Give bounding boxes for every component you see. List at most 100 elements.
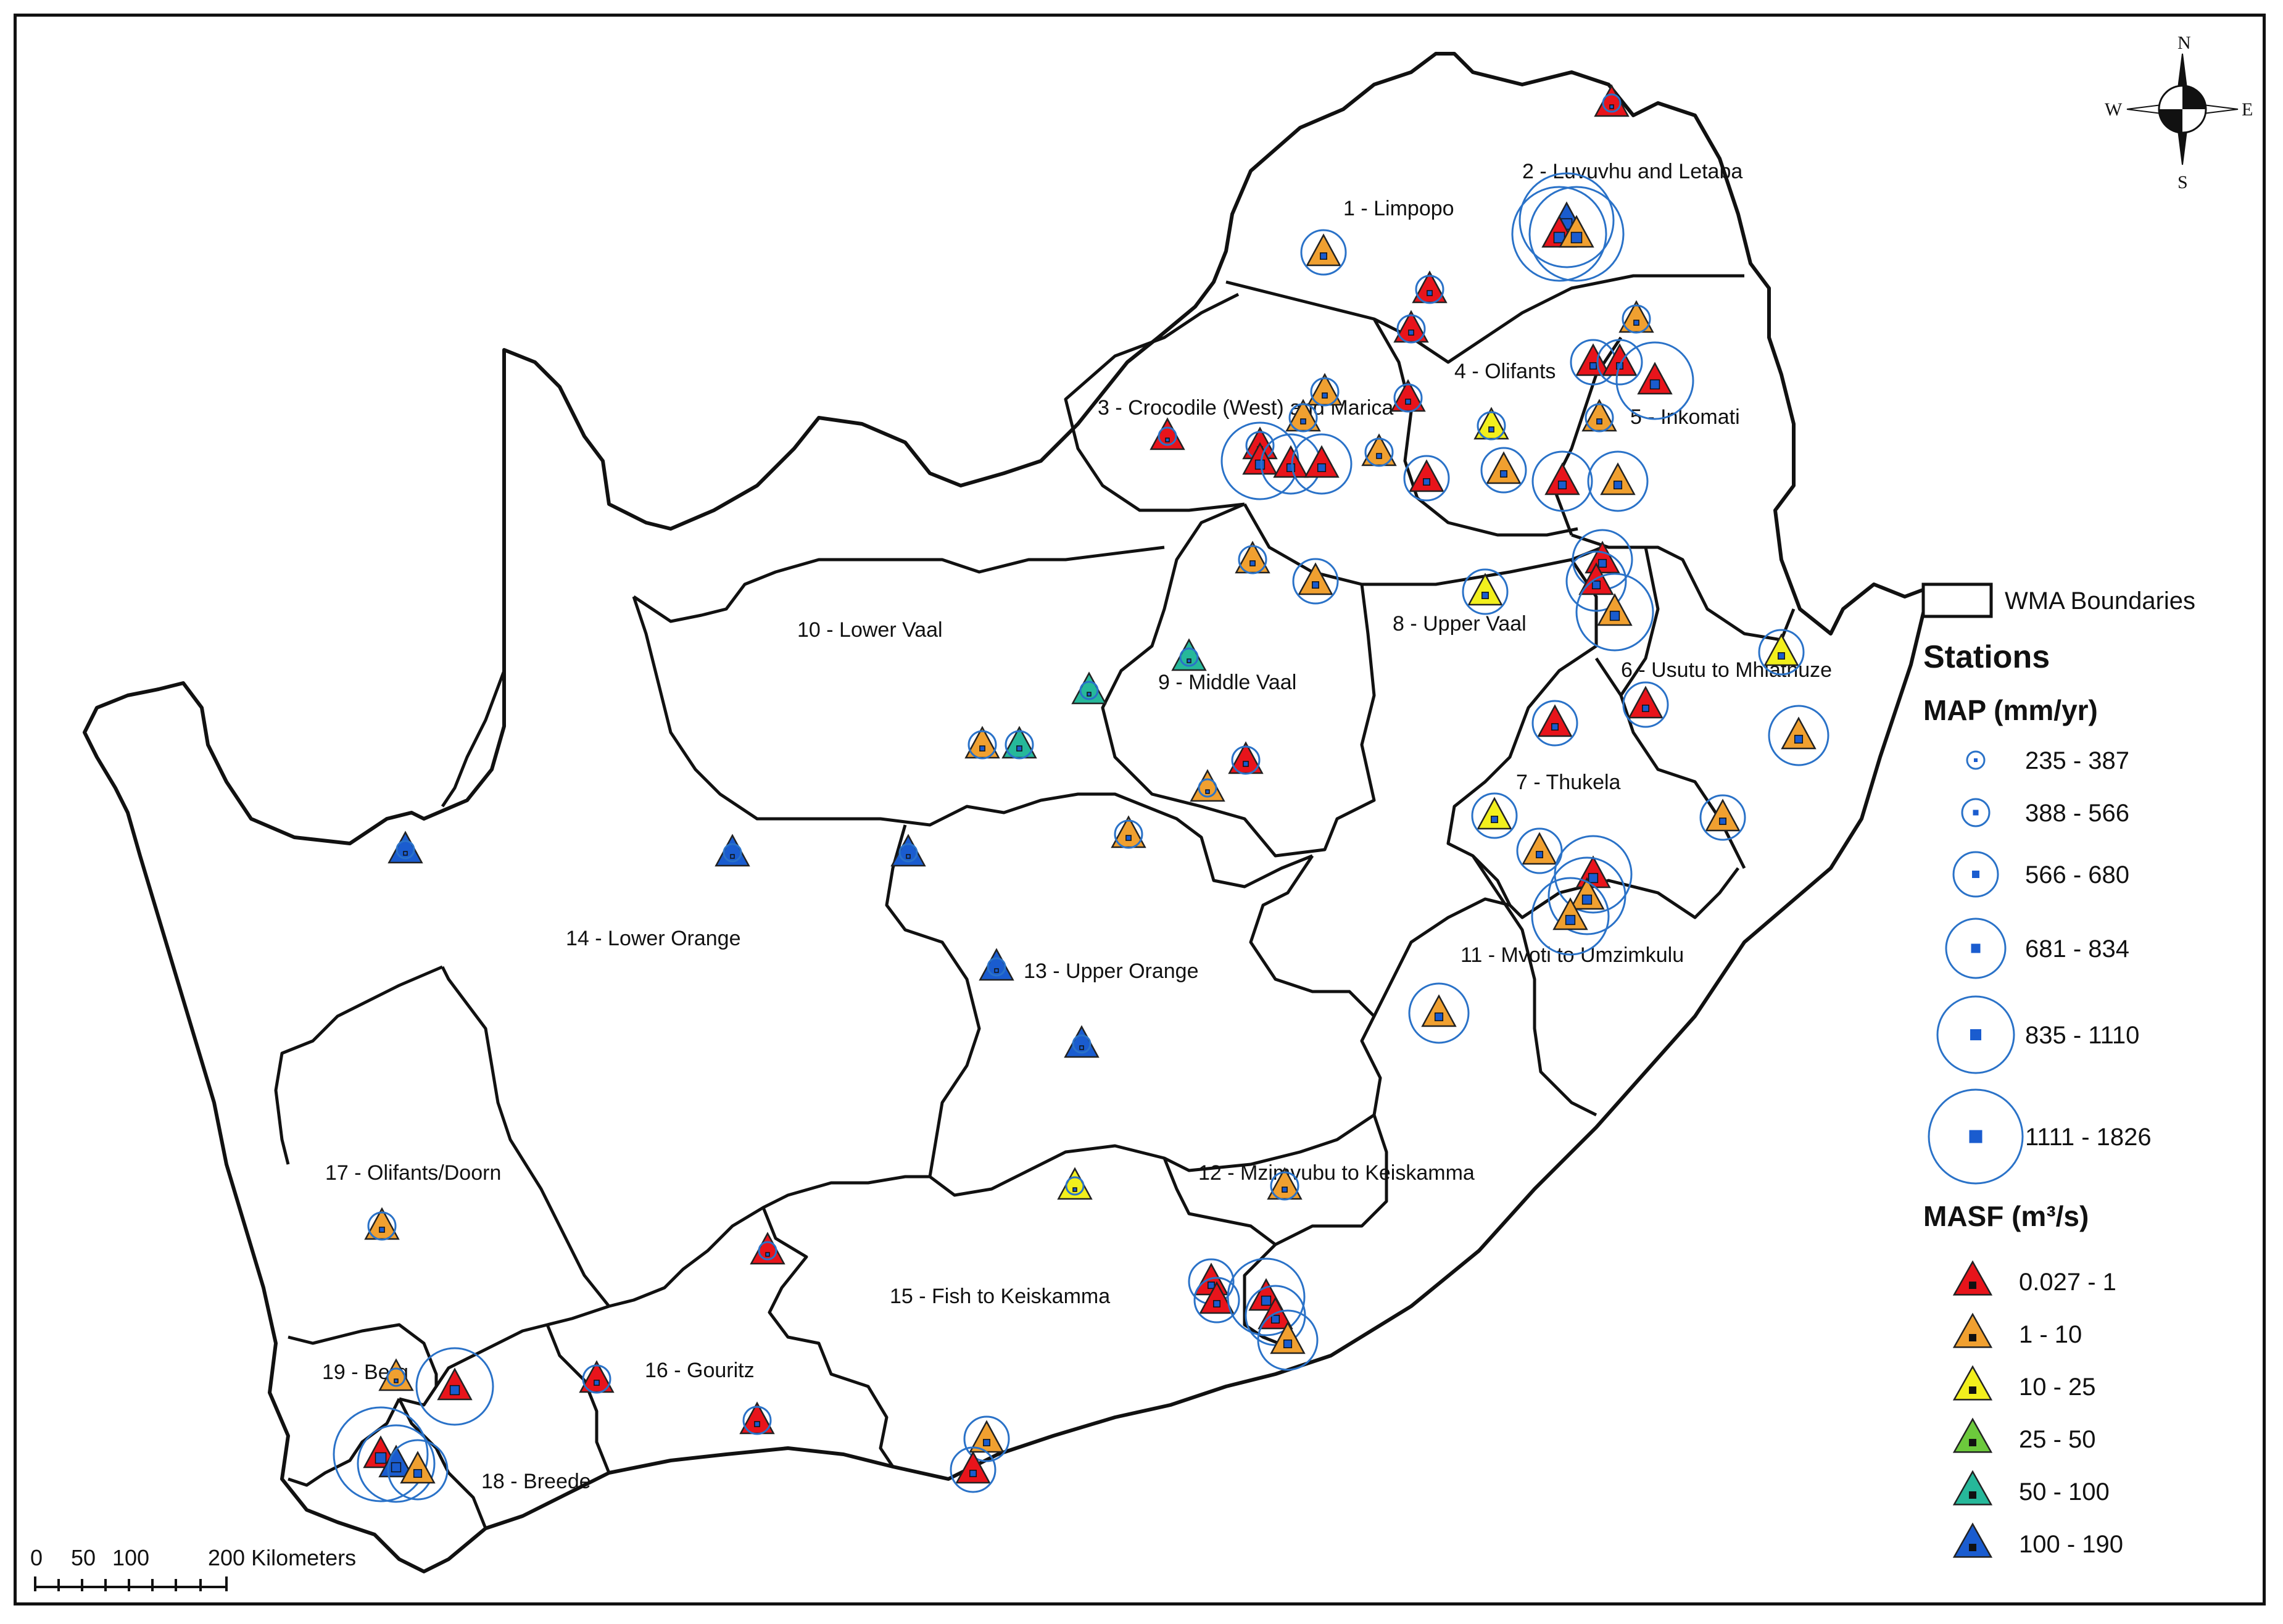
wma-label-9: 9 - Middle Vaal	[1158, 671, 1296, 694]
legend-masf-item: 1 - 10	[1952, 1312, 2082, 1348]
station-marker	[1292, 558, 1339, 605]
legend-map-item: 1111 - 1826	[1928, 1088, 2152, 1185]
legend-map-item: 235 - 387	[1966, 747, 2129, 774]
legend-map-item: 566 - 680	[1952, 851, 2129, 898]
wma-label-3: 3 - Crocodile (West) and Marica	[1098, 396, 1393, 420]
station-marker	[1531, 877, 1610, 956]
legend: WMA Boundaries Stations MAP (mm/yr) 235 …	[1921, 582, 2195, 1558]
station-marker	[1228, 741, 1264, 775]
station-marker	[1111, 815, 1146, 849]
scale-label-50: 50	[71, 1545, 96, 1570]
station-marker	[979, 948, 1014, 981]
station-marker	[715, 834, 750, 867]
legend-masf-label: 100 - 190	[2019, 1531, 2123, 1558]
station-marker	[1581, 399, 1617, 433]
station-marker	[333, 1406, 429, 1502]
scale-label-200: 200 Kilometers	[208, 1545, 356, 1570]
compass-rose: N S E W	[2105, 33, 2253, 193]
station-marker	[1408, 982, 1470, 1044]
station-marker	[964, 726, 1000, 760]
map-canvas: 1 - Limpopo 2 - Luvuvhu and Letaba 3 - C…	[30, 33, 2253, 1591]
legend-masf-item: 25 - 50	[1952, 1417, 2096, 1453]
legend-masf-label: 0.027 - 1	[2019, 1269, 2116, 1296]
station-marker	[1462, 568, 1509, 615]
station-marker	[1245, 1285, 1306, 1346]
station-marker	[1307, 373, 1343, 407]
legend-masf-item: 0.027 - 1	[1952, 1260, 2116, 1296]
station-marker	[387, 1439, 449, 1501]
station-marker	[1618, 300, 1654, 334]
station-marker	[1554, 835, 1633, 914]
station-marker	[378, 1358, 414, 1391]
station-marker	[1361, 433, 1397, 467]
legend-masf-label: 1 - 10	[2019, 1321, 2082, 1348]
station-marker	[1768, 705, 1829, 766]
map-frame: 1 - Limpopo 2 - Luvuvhu and Letaba 3 - C…	[14, 14, 2266, 1605]
legend-boundary-swatch	[1921, 582, 1993, 618]
station-marker	[1150, 417, 1185, 450]
station-marker	[1257, 1309, 1319, 1371]
wma-label-15: 15 - Fish to Keiskamma	[890, 1285, 1110, 1308]
station-marker	[1570, 339, 1617, 386]
legend-map-label: 681 - 834	[2025, 935, 2129, 963]
legend-map-item: 835 - 1110	[1936, 995, 2139, 1074]
legend-masf-label: 25 - 50	[2019, 1426, 2096, 1453]
wma-label-17: 17 - Olifants/Doorn	[325, 1161, 501, 1185]
station-marker	[1548, 856, 1626, 935]
station-marker	[1193, 1277, 1240, 1324]
legend-stations-title: Stations	[1923, 639, 2050, 675]
station-marker	[387, 831, 423, 864]
station-marker	[1235, 541, 1270, 574]
legend-masf-item: 10 - 25	[1952, 1365, 2096, 1401]
station-marker	[1393, 310, 1429, 344]
legend-map-label: 1111 - 1826	[2025, 1124, 2152, 1151]
station-marker	[1587, 450, 1649, 512]
wma-label-16: 16 - Gouritz	[645, 1359, 755, 1382]
station-marker	[1699, 794, 1746, 841]
legend-map-item: 388 - 566	[1961, 798, 2129, 827]
station-marker	[1575, 573, 1654, 652]
station-marker	[1267, 1167, 1303, 1201]
scale-bar: 0 50 100 200 Kilometers	[30, 1545, 356, 1591]
station-marker	[1596, 339, 1643, 386]
station-marker	[1531, 450, 1593, 512]
station-marker	[1480, 447, 1527, 494]
wma-label-2: 2 - Luvuvhu and Letaba	[1522, 160, 1742, 183]
station-marker	[1190, 769, 1225, 802]
station-marker	[1064, 1025, 1100, 1058]
wma-label-7: 7 - Thukela	[1516, 771, 1621, 794]
scale-label-0: 0	[30, 1545, 43, 1570]
legend-map-title: MAP (mm/yr)	[1923, 694, 2098, 726]
station-marker	[1291, 433, 1353, 495]
wma-label-18: 18 - Breede	[481, 1470, 591, 1493]
scale-label-100: 100	[112, 1545, 149, 1570]
station-marker	[1057, 1167, 1093, 1200]
station-marker	[750, 1232, 785, 1265]
station-marker	[963, 1415, 1010, 1462]
station-marker	[1615, 341, 1694, 420]
legend-masf-item: 50 - 100	[1952, 1470, 2110, 1506]
station-marker	[1171, 638, 1207, 671]
station-marker	[1528, 186, 1625, 282]
station-marker	[1403, 455, 1450, 502]
country-outline	[83, 52, 1931, 1573]
station-marker	[1622, 681, 1669, 728]
stations-layer	[333, 84, 1829, 1503]
legend-masf-label: 50 - 100	[2019, 1478, 2110, 1506]
wma-label-4: 4 - Olifants	[1454, 360, 1556, 383]
station-marker	[579, 1360, 615, 1394]
station-marker	[364, 1207, 400, 1241]
wma-label-13: 13 - Upper Orange	[1024, 959, 1199, 983]
station-marker	[739, 1401, 775, 1435]
station-marker	[1471, 792, 1518, 839]
station-marker	[1001, 726, 1037, 760]
legend-map-classes: 235 - 387 388 - 566 566 - 680 681 - 834 835 …	[1928, 747, 2152, 1185]
station-marker	[1300, 229, 1347, 276]
legend-masf-classes: 0.027 - 1 1 - 10 10 - 25 25 - 50 50 - 100 100…	[1952, 1260, 2123, 1558]
wma-label-1: 1 - Limpopo	[1343, 197, 1454, 220]
station-marker	[890, 834, 926, 867]
station-marker	[1412, 270, 1448, 304]
legend-masf-title: MASF (m³/s)	[1923, 1200, 2089, 1232]
station-marker	[1594, 84, 1630, 117]
legend-map-label: 566 - 680	[2025, 861, 2129, 889]
